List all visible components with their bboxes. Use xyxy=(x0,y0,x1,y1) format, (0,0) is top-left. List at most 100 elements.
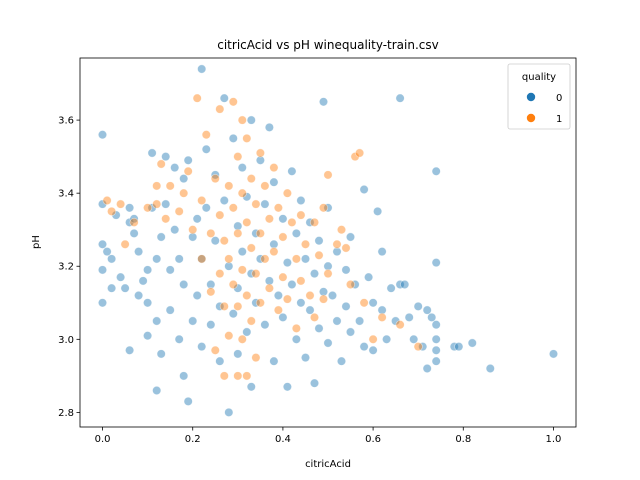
point-quality-0-53 xyxy=(210,170,220,180)
point-quality-0-28 xyxy=(156,349,166,359)
point-quality-0-122 xyxy=(368,345,378,355)
point-quality-1-63 xyxy=(273,305,283,315)
point-quality-0-142 xyxy=(431,334,441,344)
point-quality-1-54 xyxy=(255,228,265,238)
point-quality-0-78 xyxy=(260,320,270,330)
point-quality-1-50 xyxy=(251,199,261,209)
point-quality-0-81 xyxy=(269,177,279,187)
point-quality-0-147 xyxy=(467,338,477,348)
point-quality-1-28 xyxy=(219,371,229,381)
point-quality-1-80 xyxy=(323,170,333,180)
point-quality-1-92 xyxy=(413,342,423,352)
point-quality-1-18 xyxy=(201,130,211,140)
point-quality-0-42 xyxy=(188,232,198,242)
point-quality-1-65 xyxy=(278,272,288,282)
point-quality-1-91 xyxy=(395,320,405,330)
point-quality-1-23 xyxy=(215,104,225,114)
point-quality-0-8 xyxy=(111,210,121,220)
point-quality-0-10 xyxy=(120,283,130,293)
x-tick-label: 1.0 xyxy=(546,434,562,445)
point-quality-0-17 xyxy=(134,290,144,300)
point-quality-1-83 xyxy=(336,225,346,235)
point-quality-0-111 xyxy=(336,356,346,366)
x-axis: 0.0 0.2 0.4 0.6 0.8 1.0 xyxy=(95,427,562,445)
point-quality-0-18 xyxy=(138,276,148,286)
point-quality-0-138 xyxy=(427,312,437,322)
point-quality-0-31 xyxy=(165,265,175,275)
point-quality-0-109 xyxy=(332,247,342,257)
point-quality-1-74 xyxy=(305,290,315,300)
point-quality-1-17 xyxy=(197,254,207,264)
point-quality-0-91 xyxy=(291,228,301,238)
point-quality-1-38 xyxy=(233,371,243,381)
point-quality-1-36 xyxy=(233,228,243,238)
point-quality-0-131 xyxy=(400,279,410,289)
point-quality-0-58 xyxy=(219,196,229,206)
point-quality-1-68 xyxy=(287,217,297,227)
point-quality-0-19 xyxy=(143,265,153,275)
point-quality-0-3 xyxy=(98,265,108,275)
point-quality-0-139 xyxy=(431,166,441,176)
point-quality-0-125 xyxy=(377,305,387,315)
point-quality-1-61 xyxy=(269,247,279,257)
point-quality-0-63 xyxy=(233,221,243,231)
point-quality-0-118 xyxy=(359,185,369,195)
x-tick-label: 0.4 xyxy=(275,434,291,445)
point-quality-0-105 xyxy=(323,203,333,213)
point-quality-1-53 xyxy=(255,148,265,158)
x-tick-label: 0.2 xyxy=(185,434,201,445)
point-quality-0-128 xyxy=(391,316,401,326)
point-quality-0-127 xyxy=(386,283,396,293)
point-quality-0-110 xyxy=(332,316,342,326)
point-quality-1-22 xyxy=(210,345,220,355)
point-quality-0-5 xyxy=(102,247,112,257)
point-quality-1-4 xyxy=(129,217,139,227)
point-quality-0-60 xyxy=(224,407,234,417)
point-quality-0-20 xyxy=(143,298,153,308)
legend: quality 0 1 xyxy=(507,63,571,130)
point-quality-0-65 xyxy=(233,349,243,359)
point-quality-1-32 xyxy=(228,97,238,107)
x-axis-label: citricAcid xyxy=(305,459,351,470)
point-quality-0-116 xyxy=(350,279,360,289)
y-tick-label: 3.2 xyxy=(58,262,74,273)
point-quality-0-76 xyxy=(255,254,265,264)
point-quality-0-144 xyxy=(431,356,441,366)
point-quality-1-52 xyxy=(251,353,261,363)
point-quality-1-14 xyxy=(188,225,198,235)
point-quality-0-32 xyxy=(165,305,175,315)
point-quality-0-33 xyxy=(170,163,180,173)
point-quality-0-67 xyxy=(237,247,247,257)
point-quality-0-145 xyxy=(449,342,459,352)
point-quality-1-79 xyxy=(318,294,328,304)
point-quality-1-5 xyxy=(143,203,153,213)
point-quality-0-115 xyxy=(345,327,355,337)
point-quality-0-36 xyxy=(174,334,184,344)
point-quality-0-45 xyxy=(192,290,202,300)
point-quality-0-64 xyxy=(233,283,243,293)
point-quality-1-9 xyxy=(161,214,171,224)
point-quality-1-16 xyxy=(197,196,207,206)
point-quality-1-72 xyxy=(296,276,306,286)
point-quality-0-113 xyxy=(341,301,351,311)
point-quality-0-14 xyxy=(129,214,139,224)
point-quality-1-70 xyxy=(291,323,301,333)
y-axis-label: pH xyxy=(31,235,42,249)
point-quality-1-66 xyxy=(282,188,292,198)
legend-marker-0 xyxy=(526,92,536,102)
point-quality-1-90 xyxy=(377,312,387,322)
point-quality-1-57 xyxy=(260,254,270,264)
point-quality-0-52 xyxy=(206,320,216,330)
point-quality-1-48 xyxy=(246,243,256,253)
point-quality-0-79 xyxy=(264,122,274,132)
point-quality-1-19 xyxy=(206,228,216,238)
point-quality-1-40 xyxy=(237,188,247,198)
point-quality-0-46 xyxy=(197,64,207,74)
point-quality-1-43 xyxy=(242,133,252,143)
point-quality-1-86 xyxy=(350,152,360,162)
point-quality-1-49 xyxy=(246,316,256,326)
point-quality-0-61 xyxy=(228,133,238,143)
point-quality-0-96 xyxy=(300,353,310,363)
point-quality-0-92 xyxy=(291,334,301,344)
point-quality-0-124 xyxy=(377,247,387,257)
